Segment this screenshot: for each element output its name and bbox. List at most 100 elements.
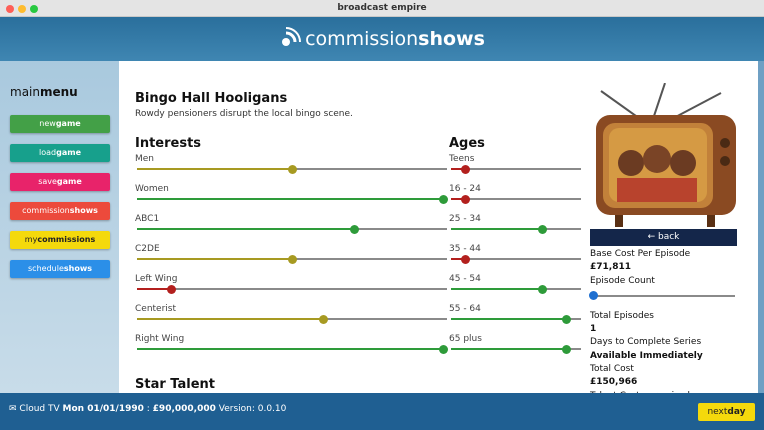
menu-button-text-bold: commissions — [37, 235, 96, 244]
menu-button-text-bold: game — [56, 177, 82, 186]
slider-track — [451, 284, 581, 294]
slider-knob[interactable] — [588, 291, 598, 301]
menu-title: mainmenu — [10, 85, 78, 99]
days-label: Days to Complete Series — [590, 337, 702, 348]
slider-track — [451, 194, 581, 204]
episode-count-label: Episode Count — [590, 275, 655, 286]
slider-track — [137, 224, 447, 234]
slider-fill — [451, 168, 466, 170]
slider-knob[interactable] — [537, 224, 547, 234]
slider-label: Centerist — [135, 304, 177, 314]
slider-track — [137, 164, 447, 174]
slider-track — [451, 224, 581, 234]
menu-button[interactable]: loadgame — [10, 144, 110, 162]
slider-knob[interactable] — [439, 344, 449, 354]
total-cost-label: Total Cost — [590, 364, 634, 375]
slider-knob[interactable] — [287, 254, 297, 264]
slider-track — [588, 291, 735, 301]
menu-button[interactable]: mycommissions — [10, 231, 110, 249]
slider-fill — [137, 258, 292, 260]
slider-track — [137, 284, 447, 294]
slider-label: Teens — [449, 154, 475, 164]
next-day-button[interactable]: nextday — [698, 403, 755, 421]
slider-knob[interactable] — [460, 194, 470, 204]
slider-fill — [451, 348, 567, 350]
back-button[interactable]: ← back — [590, 229, 737, 246]
minimize-button[interactable] — [18, 5, 26, 13]
menu-button-text: schedule — [28, 264, 64, 273]
ages-heading: Ages — [449, 136, 485, 151]
menu-button-text: load — [39, 148, 57, 157]
slider-knob[interactable] — [287, 164, 297, 174]
base-cost: £71,811 — [590, 262, 631, 273]
slider-label: 16 - 24 — [449, 184, 481, 194]
total-cost: £150,966 — [590, 377, 638, 388]
slider-track — [451, 314, 581, 324]
star-talent-heading: Star Talent — [135, 377, 215, 392]
slider-track — [137, 344, 449, 354]
zoom-button[interactable] — [30, 5, 38, 13]
show-description: Rowdy pensioners disrupt the local bingo… — [135, 109, 353, 119]
slider-knob[interactable] — [349, 224, 359, 234]
slider-label: 55 - 64 — [449, 304, 481, 314]
slider-label: ABC1 — [135, 214, 160, 224]
menu-button-text: save — [38, 177, 57, 186]
slider-fill — [137, 348, 444, 350]
days: Available Immediately — [590, 350, 703, 361]
show-title: Bingo Hall Hooligans — [135, 91, 288, 106]
slider-fill — [451, 318, 567, 320]
slider-label: 35 - 44 — [449, 244, 481, 254]
slider-fill — [137, 198, 444, 200]
menu-button[interactable]: newgame — [10, 115, 110, 133]
details: Base Cost Per Episode £71,811 Episode Co… — [588, 248, 735, 403]
status-bar: ✉ Cloud TV Mon 01/01/1990 : £90,000,000 … — [0, 393, 764, 430]
header: commissionshows — [0, 17, 764, 61]
slider-label: C2DE — [135, 244, 160, 254]
slider-track — [451, 344, 581, 354]
slider-label: 25 - 34 — [449, 214, 481, 224]
slider-label: Left Wing — [135, 274, 178, 284]
logo-icon — [282, 27, 302, 46]
menu-button-text-bold: shows — [63, 264, 92, 273]
slider-label: Women — [135, 184, 169, 194]
status-text: ✉ Cloud TV Mon 01/01/1990 : £90,000,000 … — [9, 404, 287, 414]
main-panel: Bingo Hall Hooligans Rowdy pensioners di… — [119, 61, 758, 401]
slider-track — [137, 254, 447, 264]
slider-fill — [137, 288, 172, 290]
menu-button-text: commission — [22, 206, 70, 215]
slider-track — [451, 254, 581, 264]
slider-fill — [137, 168, 292, 170]
menu-button[interactable]: scheduleshows — [10, 260, 110, 278]
menu-button-text-bold: shows — [69, 206, 98, 215]
logo-text: commission — [305, 28, 419, 50]
slider-knob[interactable] — [460, 254, 470, 264]
menu-button[interactable]: savegame — [10, 173, 110, 191]
slider-track — [137, 314, 447, 324]
base-cost-label: Base Cost Per Episode — [590, 249, 691, 259]
slider-track — [451, 164, 581, 174]
interests-heading: Interests — [135, 136, 202, 151]
slider-knob[interactable] — [562, 344, 572, 354]
menu-button[interactable]: commissionshows — [10, 202, 110, 220]
slider-knob[interactable] — [318, 314, 328, 324]
slider-fill — [451, 228, 542, 230]
slider-label: Men — [135, 154, 155, 164]
slider-track — [137, 194, 449, 204]
slider-knob[interactable] — [562, 314, 572, 324]
slider-knob[interactable] — [439, 194, 449, 204]
slider-knob[interactable] — [537, 284, 547, 294]
window-title: broadcast empire — [337, 3, 427, 13]
slider-label: Right Wing — [135, 334, 185, 344]
slider-label: 45 - 54 — [449, 274, 481, 284]
slider-label: 65 plus — [449, 334, 482, 344]
close-button[interactable] — [6, 5, 14, 13]
slider-knob[interactable] — [166, 284, 176, 294]
slider-fill — [137, 318, 323, 320]
menu-button-text-bold: game — [56, 148, 81, 157]
total-episodes-label: Total Episodes — [590, 310, 654, 321]
slider-knob[interactable] — [460, 164, 470, 174]
logo-text-bold: shows — [418, 28, 485, 50]
slider-fill — [451, 288, 542, 290]
menu-button-text-bold: game — [55, 119, 81, 128]
